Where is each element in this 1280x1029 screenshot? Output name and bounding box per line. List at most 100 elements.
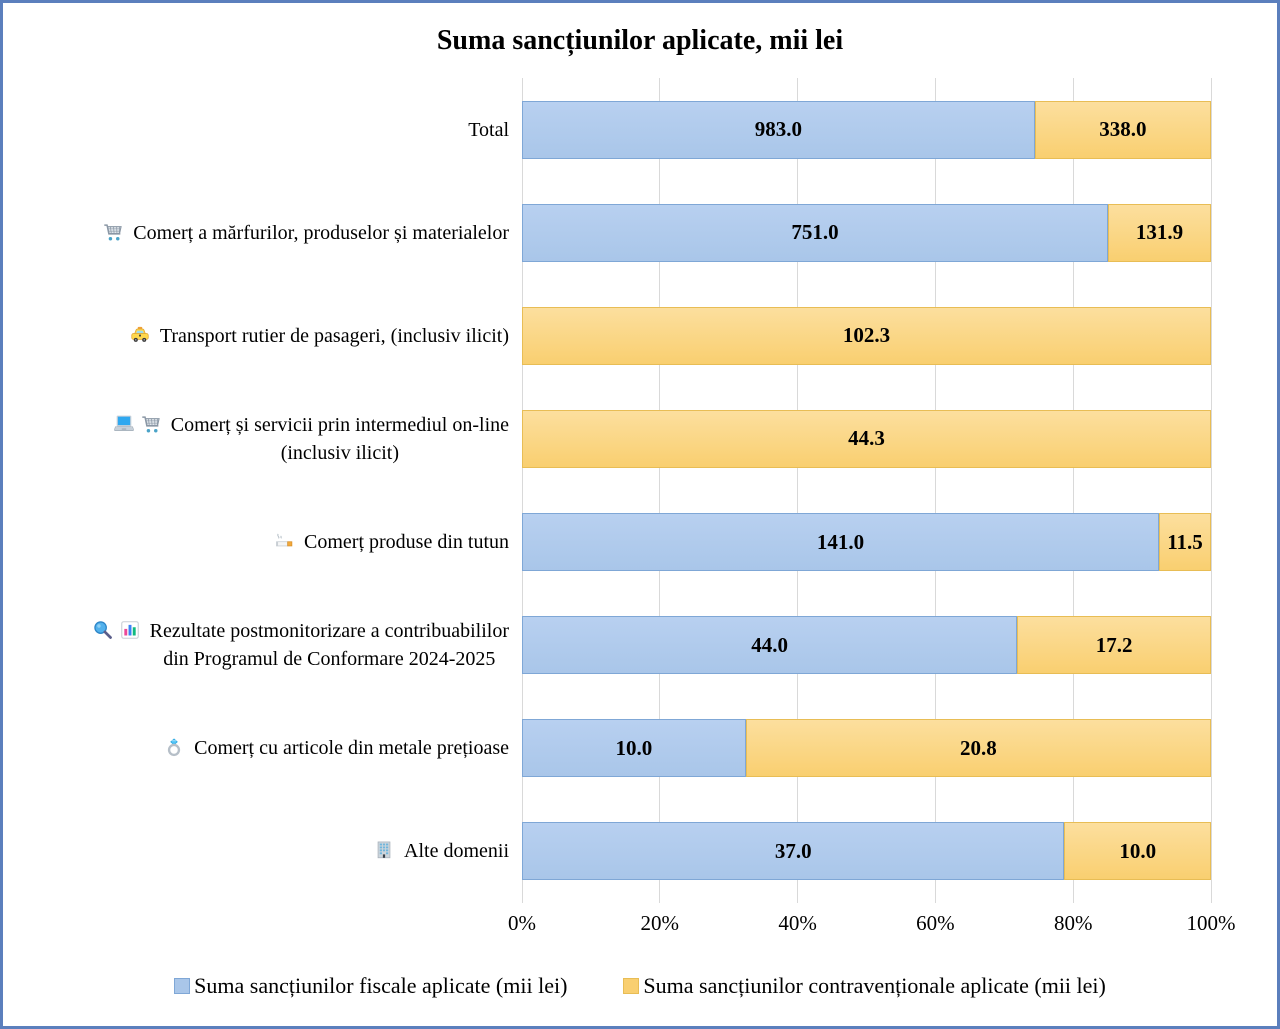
legend-item-fiscal: Suma sancțiunilor fiscale aplicate (mii … <box>174 973 567 999</box>
category-label: Comerț a mărfurilor, produselor și mater… <box>133 221 509 244</box>
contraventional-value-label: 20.8 <box>959 735 997 760</box>
contraventional-value-label: 10.0 <box>1119 838 1157 863</box>
contraventional-bar-segment: 10.0 <box>1064 822 1211 881</box>
category-label-cell: Comerț a mărfurilor, produselor și mater… <box>13 181 509 284</box>
gridline <box>1210 78 1212 903</box>
fiscal-value-label: 10.0 <box>615 735 653 760</box>
category-label: Comerț produse din tutun <box>304 531 509 554</box>
x-axis: 0% 20% 40% 60% 80% 100% <box>508 911 1236 945</box>
category-label-cell: Comerț și servicii prin intermediul on-l… <box>13 387 509 490</box>
gridline <box>1072 78 1074 903</box>
contraventional-value-label: 44.3 <box>848 426 885 451</box>
stacked-bar: 102.3 <box>522 306 1211 365</box>
contraventional-value-label: 17.2 <box>1095 632 1133 657</box>
contraventional-value-label: 131.9 <box>1135 220 1184 245</box>
stacked-bar: 37.0 10.0 <box>522 822 1211 881</box>
category-label: Comerț cu articole din metale prețioase <box>194 737 509 760</box>
chart-title: Suma sancțiunilor aplicate, mii lei <box>436 25 844 56</box>
x-axis-tick-label: 20% <box>640 911 680 935</box>
stacked-bar: 44.3 <box>522 409 1211 468</box>
category-icons <box>163 736 185 758</box>
contraventional-bar-segment: 20.8 <box>745 719 1211 778</box>
gridline <box>934 78 936 903</box>
category-label-cell: Total <box>13 78 509 181</box>
x-axis-tick-label: 100% <box>1186 911 1236 935</box>
category-label: Rezultate postmonitorizare a contribuabi… <box>149 620 509 671</box>
bar-row: 44.0 17.2 <box>522 594 1211 697</box>
category-icons <box>102 221 124 243</box>
category-icons <box>92 619 141 641</box>
contraventional-bar-segment: 17.2 <box>1017 616 1211 675</box>
category-label-cell: Comerț cu articole din metale prețioase <box>13 697 509 800</box>
fiscal-bar-segment: 983.0 <box>522 100 1035 159</box>
category-label-cell: Comerț produse din tutun <box>13 491 509 594</box>
fiscal-bar-segment: 141.0 <box>522 513 1160 572</box>
plot-area: 983.0 338.0 751.0 131.9 102.3 44.3 141.0 11.5 44… <box>521 78 1212 903</box>
contraventional-bar-segment: 131.9 <box>1108 203 1211 262</box>
fiscal-bar-segment: 751.0 <box>522 203 1109 262</box>
contraventional-bar-segment: 44.3 <box>522 409 1211 468</box>
contraventional-value-label: 338.0 <box>1099 117 1147 142</box>
x-axis-tick-label: 0% <box>508 911 536 935</box>
fiscal-value-label: 44.0 <box>751 632 789 657</box>
taxi-icon <box>129 324 151 346</box>
cart-icon <box>140 413 162 435</box>
bar-row: 37.0 10.0 <box>522 800 1211 903</box>
fiscal-bar-segment: 44.0 <box>522 616 1018 675</box>
fiscal-bar-segment: 37.0 <box>522 822 1065 881</box>
x-axis-tick-label: 80% <box>1053 911 1093 935</box>
legend: Suma sancțiunilor fiscale aplicate (mii … <box>3 973 1277 999</box>
contraventional-value-label: 11.5 <box>1167 529 1203 554</box>
building-icon <box>373 839 395 861</box>
category-label: Comerț și servicii prin intermediul on-l… <box>170 413 509 464</box>
contraventional-bar-segment: 102.3 <box>522 306 1211 365</box>
stacked-bar: 44.0 17.2 <box>522 616 1211 675</box>
x-axis-tick-label: 40% <box>778 911 817 935</box>
category-icons <box>273 530 295 552</box>
category-label: Total <box>468 118 509 141</box>
bar-row: 141.0 11.5 <box>522 491 1211 594</box>
category-icons <box>113 413 162 435</box>
category-icons <box>129 324 151 346</box>
category-label-cell: Rezultate postmonitorizare a contribuabi… <box>13 594 509 697</box>
bar-row: 44.3 <box>522 387 1211 490</box>
category-label: Alte domenii <box>404 840 509 863</box>
contraventional-value-label: 102.3 <box>842 323 891 348</box>
stacked-bar: 141.0 11.5 <box>522 513 1211 572</box>
stacked-bar: 983.0 338.0 <box>522 100 1211 159</box>
fiscal-value-label: 141.0 <box>816 529 865 554</box>
bar-row: 10.0 20.8 <box>522 697 1211 800</box>
gridline <box>659 78 661 903</box>
fiscal-bar-segment: 10.0 <box>522 719 746 778</box>
stacked-bar: 751.0 131.9 <box>522 203 1211 262</box>
category-label: Transport rutier de pasageri, (inclusiv … <box>159 324 509 347</box>
gridline <box>521 78 523 903</box>
category-labels: Total Comerț a mărfurilor, produselor și … <box>13 78 509 903</box>
stacked-bar: 10.0 20.8 <box>522 719 1211 778</box>
chart-icon <box>119 619 141 641</box>
cigarette-icon <box>273 530 295 552</box>
contraventional-bar-segment: 338.0 <box>1034 100 1211 159</box>
contraventional-legend-label: Suma sancțiunilor contravenționale aplic… <box>643 973 1106 998</box>
bar-row: 751.0 131.9 <box>522 181 1211 284</box>
fiscal-value-label: 983.0 <box>754 117 802 142</box>
x-axis-tick-label: 60% <box>916 911 955 935</box>
bar-row: 102.3 <box>522 284 1211 387</box>
category-label-cell: Transport rutier de pasageri, (inclusiv … <box>13 284 509 387</box>
laptop-icon <box>113 413 135 435</box>
bar-row: 983.0 338.0 <box>522 78 1211 181</box>
fiscal-value-label: 37.0 <box>774 838 812 863</box>
ring-icon <box>163 736 185 758</box>
contraventional-bar-segment: 11.5 <box>1159 513 1211 572</box>
fiscal-legend-swatch <box>174 978 191 994</box>
contraventional-legend-swatch <box>623 978 640 994</box>
fiscal-legend-label: Suma sancțiunilor fiscale aplicate (mii … <box>194 973 568 998</box>
legend-item-contraventional: Suma sancțiunilor contravenționale aplic… <box>623 973 1106 999</box>
fiscal-value-label: 751.0 <box>791 220 839 245</box>
gridline <box>797 78 799 903</box>
magnifier-icon <box>92 619 114 641</box>
category-label-cell: Alte domenii <box>13 800 509 903</box>
category-icons <box>373 839 395 861</box>
cart-icon <box>102 221 124 243</box>
